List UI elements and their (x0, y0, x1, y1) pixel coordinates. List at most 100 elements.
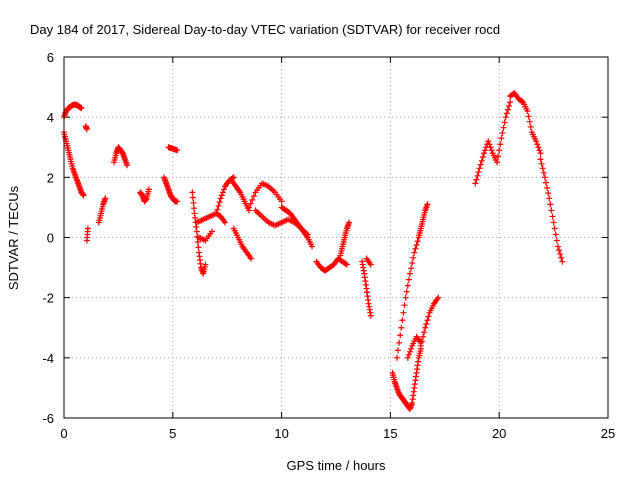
data-point (420, 333, 427, 340)
data-point (230, 174, 237, 181)
data-point (343, 261, 350, 268)
data-point (80, 192, 87, 199)
data-point (406, 270, 413, 277)
data-point (533, 138, 540, 145)
x-axis-label: GPS time / hours (287, 458, 386, 473)
data-point (488, 147, 495, 154)
y-tick-label: -2 (42, 291, 54, 306)
data-point (194, 239, 201, 246)
data-point (539, 165, 546, 172)
data-point (405, 351, 412, 358)
data-point (482, 147, 489, 154)
x-tick-label: 0 (60, 426, 67, 441)
data-point (220, 186, 227, 193)
data-point (472, 180, 479, 187)
data-point (278, 198, 285, 205)
data-point (549, 213, 556, 220)
x-tick-label: 25 (601, 426, 615, 441)
data-point (424, 201, 431, 208)
data-point (541, 174, 548, 181)
data-point (346, 219, 353, 226)
data-point (195, 244, 202, 251)
gridlines (64, 57, 608, 418)
data-point (498, 135, 505, 142)
data-point (540, 169, 547, 176)
data-point (83, 126, 90, 133)
data-point (406, 348, 413, 355)
data-point (537, 156, 544, 163)
data-point (367, 312, 374, 319)
data-point (559, 258, 566, 265)
data-point (487, 144, 494, 151)
data-point (396, 339, 403, 346)
data-point (524, 108, 531, 115)
data-point (485, 138, 492, 145)
data-point (544, 184, 551, 191)
data-point (496, 147, 503, 154)
data-point (550, 219, 557, 226)
data-point (502, 114, 509, 121)
data-point (538, 160, 545, 167)
data-point (423, 320, 430, 327)
data-point (189, 194, 196, 201)
data-point (534, 141, 541, 148)
data-point (542, 179, 549, 186)
data-point (501, 119, 508, 126)
data-point (545, 190, 552, 197)
data-point (525, 113, 532, 120)
data-point (410, 254, 417, 261)
data-point (245, 204, 252, 211)
data-point (537, 150, 544, 157)
data-point (208, 228, 215, 235)
data-point (535, 144, 542, 151)
data-point (503, 110, 510, 117)
data-point (189, 189, 196, 196)
data-point (404, 282, 411, 289)
data-point (402, 294, 409, 301)
data-point (477, 161, 484, 168)
chart-title: Day 184 of 2017, Sidereal Day-to-day VTE… (30, 22, 500, 37)
data-point (218, 192, 225, 199)
data-point (217, 195, 224, 202)
x-tick-label: 5 (169, 426, 176, 441)
data-point (190, 199, 197, 206)
data-point (397, 332, 404, 339)
data-point (554, 243, 561, 250)
data-point (527, 123, 534, 130)
data-point (248, 255, 255, 262)
data-point (342, 260, 349, 267)
data-point (222, 219, 229, 226)
data-point (558, 254, 565, 261)
data-point (551, 225, 558, 232)
data-point (526, 118, 533, 125)
data-point (425, 313, 432, 320)
data-points (61, 90, 566, 412)
data-point (193, 228, 200, 235)
data-point (499, 129, 506, 136)
y-tick-label: 2 (47, 170, 54, 185)
data-point (536, 147, 543, 154)
y-axis-label: SDTVAR / TECUs (6, 185, 21, 290)
data-point (202, 261, 209, 268)
data-point (102, 195, 109, 202)
data-point (553, 237, 560, 244)
data-point (78, 105, 85, 112)
data-point (399, 317, 406, 324)
data-point (214, 206, 221, 213)
data-point (519, 98, 526, 105)
data-point (398, 324, 405, 331)
data-point (404, 354, 411, 361)
data-point (500, 124, 507, 131)
data-point (495, 153, 502, 160)
x-tick-label: 15 (383, 426, 397, 441)
data-point (409, 260, 416, 267)
data-point (408, 265, 415, 272)
data-point (191, 205, 198, 212)
data-point (249, 196, 256, 203)
data-point (395, 347, 402, 354)
y-tick-label: -4 (42, 351, 54, 366)
x-tick-label: 20 (492, 426, 506, 441)
data-point (411, 249, 418, 256)
data-point (174, 198, 181, 205)
data-point (473, 176, 480, 183)
